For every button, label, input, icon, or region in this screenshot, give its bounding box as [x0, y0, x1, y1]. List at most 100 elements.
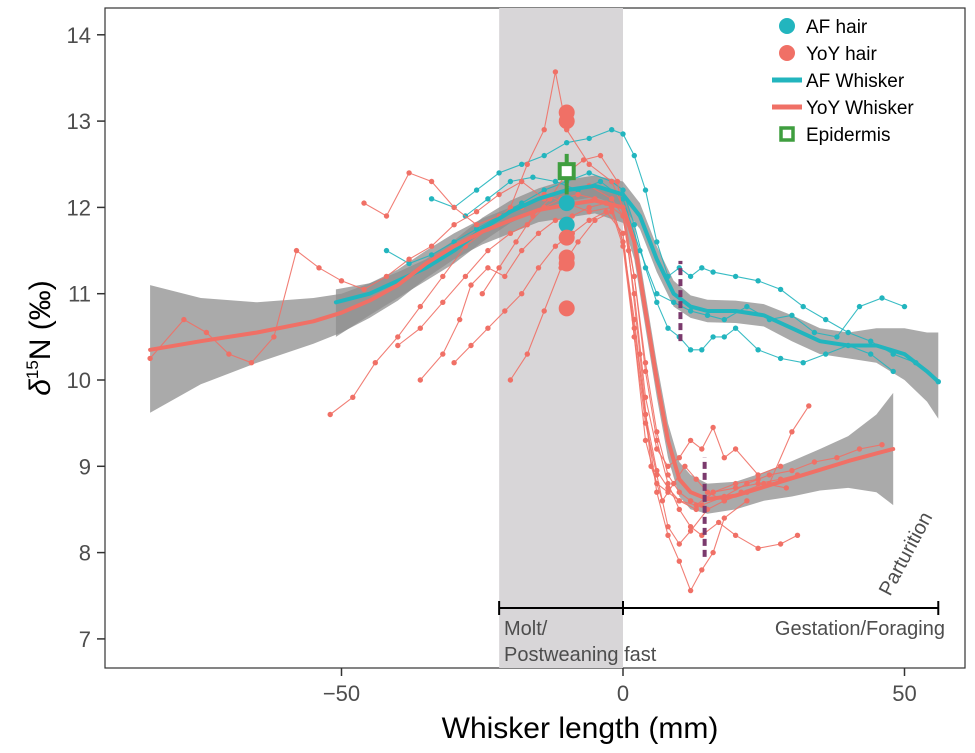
data-point: [552, 217, 559, 223]
y-axis-title-sup: 15: [23, 360, 42, 379]
data-point: [676, 489, 682, 495]
data-point: [519, 247, 525, 254]
data-point: [631, 334, 637, 340]
data-point: [676, 558, 682, 564]
data-point: [552, 178, 559, 185]
data-point: [293, 247, 300, 254]
data-point: [597, 178, 604, 185]
data-point: [699, 567, 705, 573]
data-point: [699, 446, 705, 452]
data-point: [800, 303, 806, 310]
data-point: [395, 334, 401, 340]
data-point: [473, 222, 480, 228]
data-point: [687, 273, 694, 280]
profile-line: [329, 71, 798, 549]
data-point: [777, 355, 784, 362]
data-point: [755, 476, 761, 482]
data-point: [755, 347, 761, 353]
data-point: [676, 498, 682, 504]
data-point: [552, 69, 559, 75]
data-point: [440, 351, 446, 357]
data-point: [417, 303, 423, 310]
data-point: [687, 498, 694, 504]
data-point: [383, 247, 390, 254]
data-point: [569, 213, 575, 219]
transition-markers: [678, 260, 707, 557]
legend-swatch-square: [779, 126, 795, 142]
data-point: [654, 489, 660, 495]
af-hair-point: [558, 216, 575, 233]
data-point: [732, 325, 739, 331]
confidence-bands: [150, 175, 939, 514]
data-point: [620, 243, 626, 249]
data-point: [710, 269, 716, 275]
x-tick-label: 0: [617, 681, 629, 706]
data-point: [665, 532, 671, 538]
data-point: [665, 524, 671, 530]
data-point: [783, 485, 789, 491]
legend-swatch-point: [779, 45, 795, 61]
data-point: [721, 455, 727, 461]
data-point: [777, 541, 784, 547]
data-point: [620, 131, 626, 137]
data-point: [485, 196, 491, 202]
y-tick-label: 7: [79, 627, 91, 652]
y-axis: 7 8 9 10 11 12 13 14: [67, 23, 105, 652]
data-point: [631, 152, 637, 159]
data-point: [676, 541, 682, 547]
data-point: [226, 351, 232, 357]
data-point: [552, 243, 559, 249]
data-point: [744, 303, 750, 310]
data-point: [766, 472, 773, 478]
data-point: [856, 446, 863, 452]
data-point: [428, 243, 435, 249]
ci-band-1: [150, 187, 894, 514]
data-point: [823, 351, 829, 357]
data-point: [654, 446, 660, 452]
x-axis: −50 0 50: [323, 668, 917, 706]
data-point: [597, 152, 604, 159]
y-tick-label: 12: [67, 195, 91, 220]
data-point: [586, 135, 592, 142]
data-point: [327, 411, 333, 418]
data-point: [609, 209, 615, 215]
data-point: [609, 196, 615, 202]
data-point: [485, 265, 491, 271]
data-point: [687, 347, 694, 353]
data-point: [693, 506, 699, 513]
data-point: [879, 295, 885, 301]
data-point: [637, 351, 643, 357]
data-point: [710, 334, 716, 340]
data-point: [642, 437, 649, 444]
data-point: [383, 273, 390, 280]
data-point: [406, 260, 412, 267]
data-point: [417, 377, 423, 383]
data-point: [806, 403, 812, 409]
data-point: [457, 316, 463, 323]
profile-line: [431, 129, 939, 383]
data-point: [620, 230, 626, 236]
postweaning-label: Postweaning fast: [504, 644, 657, 666]
y-tick-label: 10: [67, 368, 91, 393]
data-point: [704, 312, 711, 318]
data-point: [789, 312, 795, 318]
data-point: [811, 459, 818, 465]
data-point: [631, 273, 637, 280]
data-point: [428, 178, 435, 185]
y-tick-label: 8: [79, 541, 91, 566]
data-point: [406, 170, 412, 176]
legend-label: YoY Whisker: [806, 98, 914, 119]
data-point: [519, 291, 525, 297]
molt-label: Molt/: [504, 618, 548, 640]
data-point: [586, 161, 592, 167]
data-point: [721, 498, 727, 504]
data-point: [671, 299, 677, 305]
data-point: [485, 325, 491, 331]
legend-item-yoy-whisker: YoY Whisker: [772, 98, 914, 119]
data-point: [507, 204, 514, 211]
data-point: [473, 187, 480, 193]
profile-4: [462, 174, 908, 340]
data-point: [451, 360, 457, 366]
data-point: [428, 196, 435, 202]
data-point: [732, 480, 739, 487]
